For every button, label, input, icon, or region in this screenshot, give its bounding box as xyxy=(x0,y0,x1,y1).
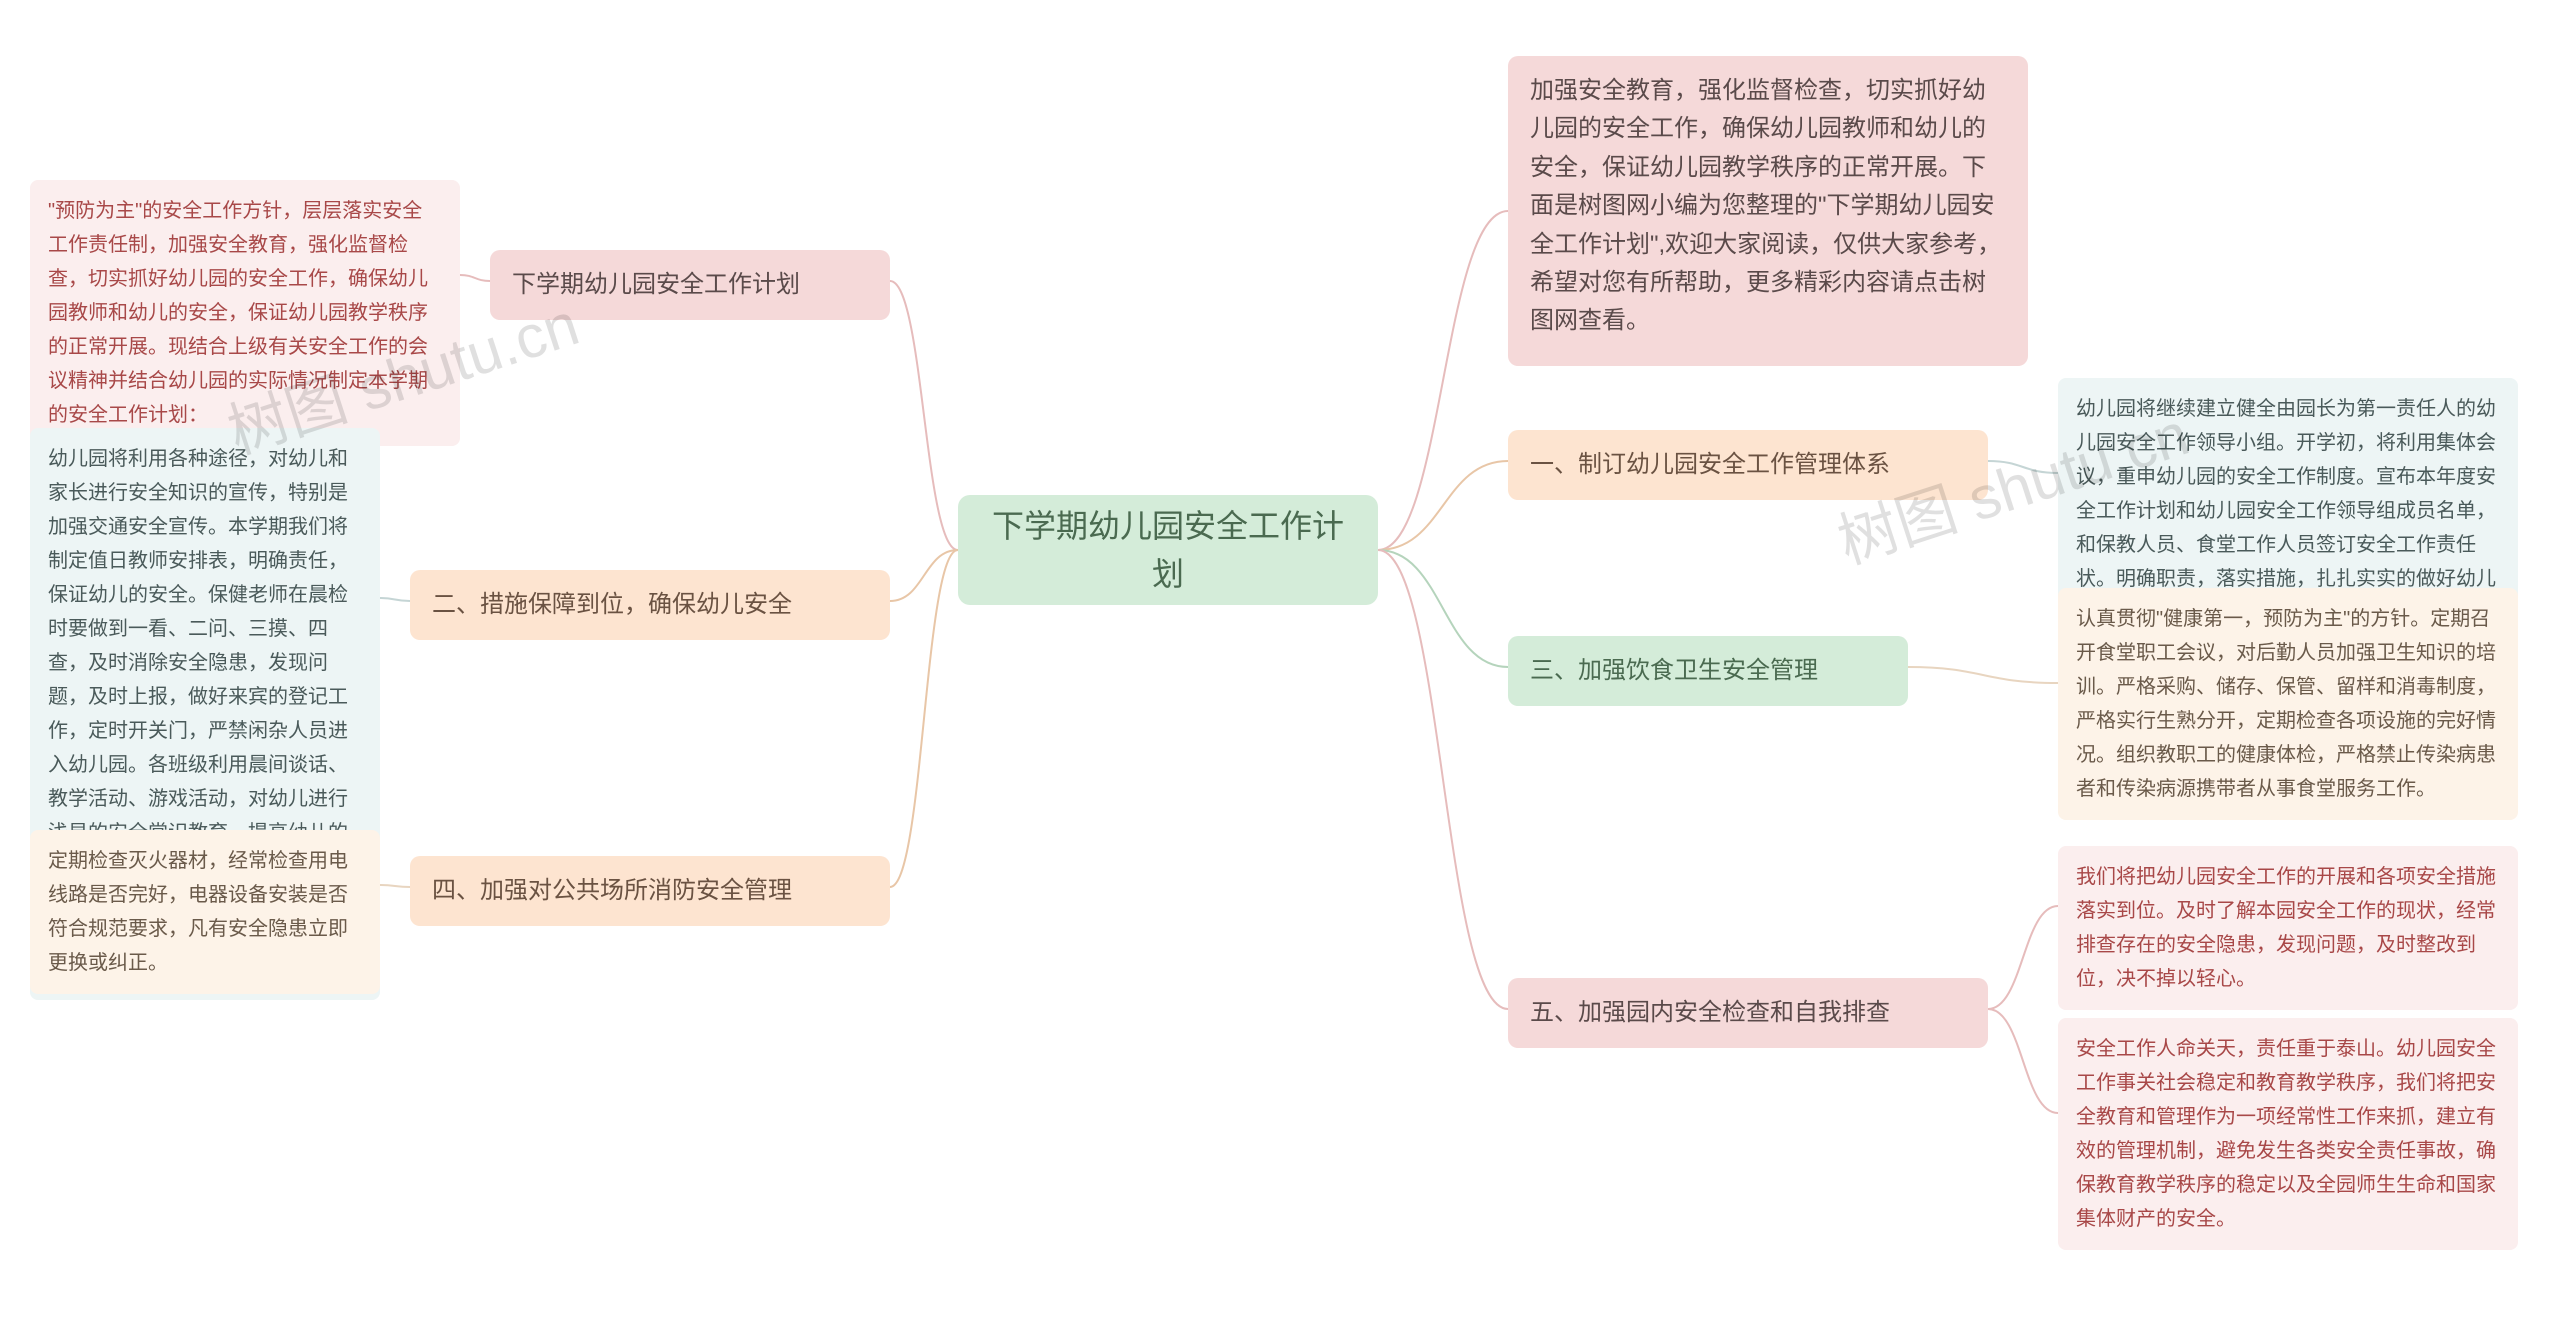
branch-intro-right: 加强安全教育，强化监督检查，切实抓好幼儿园的安全工作，确保幼儿园教师和幼儿的安全… xyxy=(1508,56,2028,366)
branch-b2: 二、措施保障到位，确保幼儿安全 xyxy=(410,570,890,640)
detail-b5d1: 我们将把幼儿园安全工作的开展和各项安全措施落实到位。及时了解本园安全工作的现状，… xyxy=(2058,846,2518,1010)
detail-b5d2: 安全工作人命关天，责任重于泰山。幼儿园安全工作事关社会稳定和教育教学秩序，我们将… xyxy=(2058,1018,2518,1250)
branch-intro-left: 下学期幼儿园安全工作计划 xyxy=(490,250,890,320)
detail-b4d1: 定期检查灭火器材，经常检查用电线路是否完好，电器设备安装是否符合规范要求，凡有安… xyxy=(30,830,380,994)
mindmap-center: 下学期幼儿园安全工作计划 xyxy=(958,495,1378,605)
detail-b3d1: 认真贯彻"健康第一，预防为主"的方针。定期召开食堂职工会议，对后勤人员加强卫生知… xyxy=(2058,588,2518,820)
branch-b1: 一、制订幼儿园安全工作管理体系 xyxy=(1508,430,1988,500)
branch-b5: 五、加强园内安全检查和自我排查 xyxy=(1508,978,1988,1048)
detail-ild1: "预防为主"的安全工作方针，层层落实安全工作责任制，加强安全教育，强化监督检查，… xyxy=(30,180,460,446)
branch-b4: 四、加强对公共场所消防安全管理 xyxy=(410,856,890,926)
branch-b3: 三、加强饮食卫生安全管理 xyxy=(1508,636,1908,706)
